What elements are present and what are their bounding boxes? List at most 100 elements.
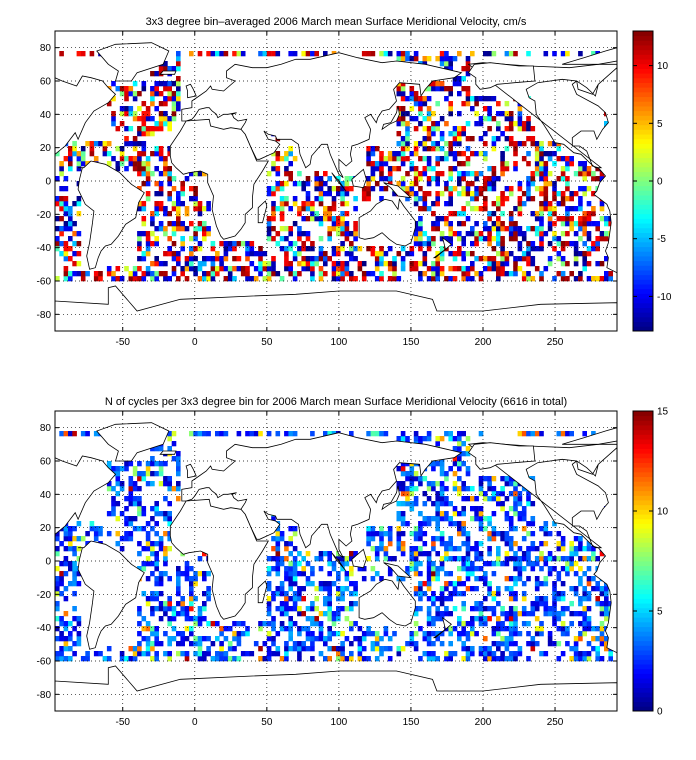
- data-cell: [405, 486, 410, 492]
- data-cell: [55, 636, 60, 642]
- data-cell: [491, 261, 497, 267]
- data-cell: [521, 126, 527, 132]
- data-cell: [55, 626, 60, 632]
- data-cell: [496, 176, 501, 182]
- colorbar-segment: [633, 288, 653, 294]
- data-cell: [158, 171, 164, 177]
- data-cell: [275, 231, 281, 237]
- data-cell: [400, 176, 406, 182]
- data-cell: [508, 506, 514, 512]
- data-cell: [76, 151, 82, 157]
- colorbar-segment: [633, 504, 653, 510]
- data-cell: [387, 536, 393, 542]
- data-cell: [150, 276, 155, 282]
- data-cell: [366, 161, 371, 167]
- velocity-chart-title: 3x3 degree bin–averaged 2006 March mean …: [146, 16, 527, 28]
- data-cell: [448, 651, 453, 657]
- data-cell: [534, 146, 540, 152]
- data-cell: [578, 201, 583, 207]
- data-cell: [379, 646, 384, 652]
- data-cell: [413, 536, 419, 542]
- data-cell: [119, 651, 125, 657]
- data-cell: [132, 116, 138, 122]
- data-cell: [569, 601, 574, 607]
- data-cell: [266, 611, 272, 617]
- data-cell: [405, 141, 410, 147]
- data-cell: [526, 176, 531, 182]
- data-cell: [55, 151, 60, 157]
- data-cell: [249, 246, 255, 252]
- data-cell: [76, 271, 82, 277]
- coastline: [468, 62, 536, 90]
- data-cell: [284, 601, 289, 607]
- data-cell: [167, 511, 172, 517]
- data-cell: [154, 636, 159, 642]
- data-cell: [418, 606, 423, 612]
- data-cell: [565, 211, 570, 217]
- colorbar-segment: [633, 706, 653, 712]
- data-cell: [111, 271, 116, 277]
- data-cell: [539, 226, 544, 232]
- data-cell: [63, 596, 69, 602]
- data-cell: [487, 551, 492, 557]
- data-cell: [448, 581, 453, 587]
- data-cell: [180, 601, 185, 607]
- data-cell: [409, 191, 415, 197]
- data-cell: [284, 261, 289, 267]
- data-cell: [111, 501, 116, 507]
- data-cell: [370, 251, 376, 257]
- data-cell: [361, 631, 367, 637]
- colorbar-segment: [633, 593, 653, 599]
- data-cell: [292, 251, 298, 257]
- data-cell: [266, 651, 272, 657]
- data-cell: [327, 586, 332, 592]
- colorbar-segment: [633, 411, 653, 417]
- data-cell: [435, 266, 440, 272]
- data-cell: [465, 191, 471, 197]
- data-cell: [340, 201, 345, 207]
- data-cell: [521, 551, 527, 557]
- data-cell: [93, 271, 99, 277]
- data-cell: [93, 651, 99, 657]
- data-cell: [496, 601, 501, 607]
- data-cell: [374, 251, 380, 257]
- data-cell: [405, 641, 410, 647]
- data-cell: [137, 606, 142, 612]
- data-cell: [284, 151, 289, 157]
- data-cell: [457, 466, 462, 472]
- data-cell: [288, 226, 293, 232]
- data-cell: [526, 161, 531, 167]
- data-cell: [310, 601, 315, 607]
- data-cell: [128, 106, 134, 112]
- data-cell: [305, 191, 311, 197]
- data-cell: [565, 556, 570, 562]
- data-cell: [374, 431, 380, 437]
- data-cell: [284, 196, 289, 202]
- data-cell: [526, 196, 531, 202]
- data-cell: [457, 631, 462, 637]
- data-cell: [374, 531, 380, 537]
- data-cell: [154, 191, 159, 197]
- data-cell: [573, 206, 579, 212]
- data-cell: [63, 196, 69, 202]
- colorbar-segment: [633, 181, 653, 187]
- data-cell: [556, 596, 562, 602]
- data-cell: [145, 481, 151, 487]
- data-cell: [517, 571, 523, 577]
- data-cell: [595, 636, 600, 642]
- data-cell: [400, 511, 406, 517]
- data-cell: [396, 576, 402, 582]
- data-cell: [435, 56, 440, 62]
- data-cell: [327, 186, 332, 192]
- data-cell: [591, 556, 596, 562]
- data-cell: [245, 256, 250, 262]
- data-cell: [115, 166, 121, 172]
- data-cell: [582, 651, 587, 657]
- data-cell: [76, 161, 82, 167]
- data-cell: [491, 511, 497, 517]
- data-cell: [387, 556, 393, 562]
- data-cell: [534, 626, 540, 632]
- data-cell: [327, 571, 332, 577]
- cycles-coastlines: [54, 422, 618, 712]
- data-cell: [431, 241, 436, 247]
